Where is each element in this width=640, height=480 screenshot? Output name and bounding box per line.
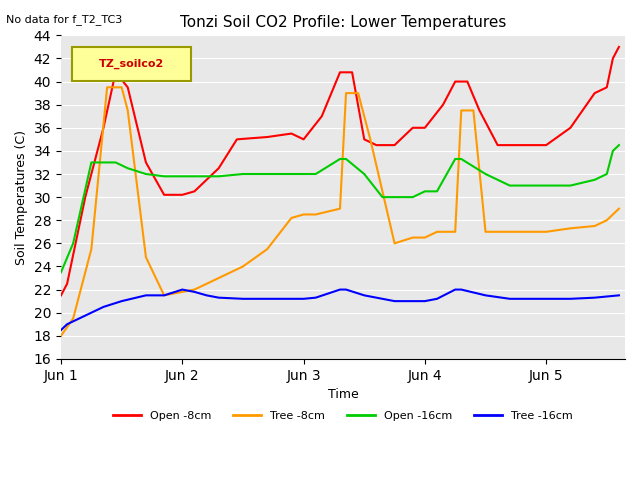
Text: TZ_soilco2: TZ_soilco2: [99, 59, 164, 69]
X-axis label: Time: Time: [328, 388, 358, 401]
FancyBboxPatch shape: [72, 47, 191, 81]
Title: Tonzi Soil CO2 Profile: Lower Temperatures: Tonzi Soil CO2 Profile: Lower Temperatur…: [180, 15, 506, 30]
Text: No data for f_T2_TC3: No data for f_T2_TC3: [6, 14, 123, 25]
Legend: Open -8cm, Tree -8cm, Open -16cm, Tree -16cm: Open -8cm, Tree -8cm, Open -16cm, Tree -…: [109, 407, 577, 425]
Y-axis label: Soil Temperatures (C): Soil Temperatures (C): [15, 130, 28, 264]
